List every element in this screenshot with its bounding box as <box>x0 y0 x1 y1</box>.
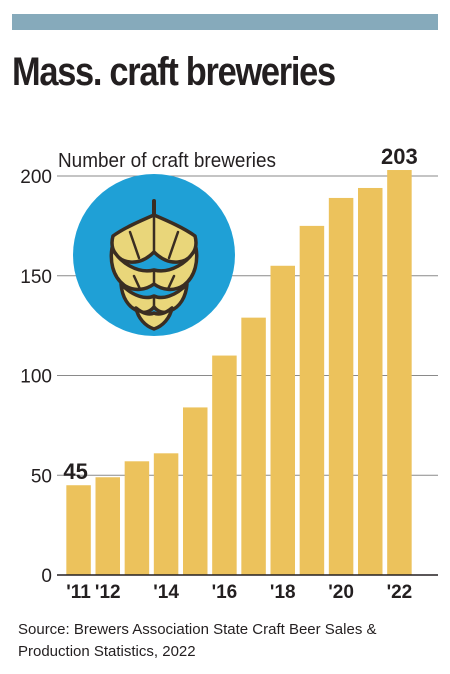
bar-2022 <box>387 170 412 575</box>
bar-2011 <box>66 485 91 575</box>
x-tick-label: '22 <box>387 582 413 603</box>
x-tick-label: '11 <box>66 582 91 603</box>
y-tick-label: 50 <box>31 466 52 487</box>
labels: Number of craft breweries 45 203 <box>58 144 418 484</box>
bar-2018 <box>270 265 295 575</box>
axes: 0 50 100 150 200 '11'12 '14 '16 '18 '20 '22 <box>20 167 438 603</box>
bar-2017 <box>241 317 266 575</box>
hop-icon <box>73 174 235 336</box>
data-label-2011: 45 <box>63 459 87 484</box>
data-label-2022: 203 <box>381 144 418 169</box>
bar-2012 <box>95 477 120 575</box>
chart-title: Mass. craft breweries <box>12 50 336 94</box>
bar-2019 <box>299 225 325 576</box>
y-tick-label: 200 <box>20 167 52 188</box>
header-accent-bar <box>12 14 438 30</box>
source-note: Source: Brewers Association State Craft … <box>18 621 377 660</box>
bar-2016 <box>212 355 237 575</box>
x-tick-label: '20 <box>328 582 354 603</box>
bar-2013 <box>124 461 150 575</box>
x-tick-label: '18 <box>270 582 296 603</box>
bar-2020 <box>328 197 354 575</box>
y-tick-label: 100 <box>20 367 52 388</box>
y-tick-label: 0 <box>41 566 52 587</box>
bar-2014 <box>153 453 179 575</box>
y-tick-label: 150 <box>20 267 52 288</box>
x-tick-label: '14 <box>153 582 179 603</box>
x-tick-label: '16 <box>212 582 238 603</box>
x-tick-label: '12 <box>95 582 121 603</box>
bar-2021 <box>358 187 383 575</box>
y-axis-label: Number of craft breweries <box>58 150 276 172</box>
bars <box>66 170 412 576</box>
bar-2015 <box>183 407 208 575</box>
